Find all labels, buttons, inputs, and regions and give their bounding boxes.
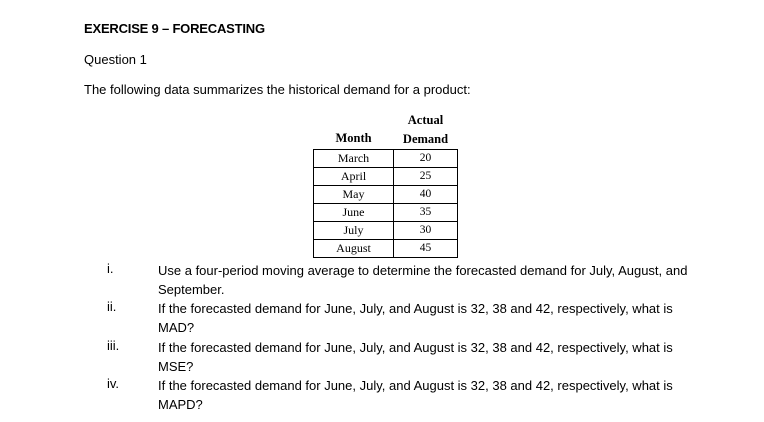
table-row: June 35 — [313, 203, 458, 222]
header-demand-line2: Demand — [402, 132, 449, 146]
table-header-row: Month Actual Demand — [314, 111, 458, 150]
table-row: August 45 — [313, 239, 458, 258]
item-text: If the forecasted demand for June, July,… — [158, 340, 673, 374]
month-cell: May — [313, 185, 394, 204]
item-text: If the forecasted demand for June, July,… — [158, 301, 673, 335]
demand-cell: 30 — [393, 221, 458, 240]
month-cell: July — [313, 221, 394, 240]
exercise-title: EXERCISE 9 – FORECASTING — [84, 21, 265, 36]
item-number: i. — [107, 261, 114, 276]
demand-cell: 20 — [393, 149, 458, 168]
item-text: Use a four-period moving average to dete… — [158, 263, 688, 297]
header-month: Month — [335, 131, 372, 145]
item-number: iv. — [107, 376, 120, 391]
table-row: July 30 — [313, 221, 458, 240]
table-row: April 25 — [313, 167, 458, 186]
demand-table: Month Actual Demand March 20 April 25 Ma… — [313, 111, 458, 258]
table-row: March 20 — [313, 149, 458, 168]
month-cell: March — [313, 149, 394, 168]
header-demand-line1: Actual — [407, 113, 444, 127]
demand-cell: 45 — [393, 239, 458, 258]
month-cell: August — [313, 239, 394, 258]
demand-cell: 40 — [393, 185, 458, 204]
intro-text: The following data summarizes the histor… — [84, 82, 471, 97]
question-label: Question 1 — [84, 52, 147, 67]
demand-cell: 35 — [393, 203, 458, 222]
demand-cell: 25 — [393, 167, 458, 186]
month-cell: April — [313, 167, 394, 186]
item-text: If the forecasted demand for June, July,… — [158, 378, 673, 412]
item-number: ii. — [107, 299, 117, 314]
table-row: May 40 — [313, 185, 458, 204]
item-number: iii. — [107, 338, 120, 353]
header-actual-demand: Actual Demand — [394, 111, 458, 150]
month-cell: June — [313, 203, 394, 222]
